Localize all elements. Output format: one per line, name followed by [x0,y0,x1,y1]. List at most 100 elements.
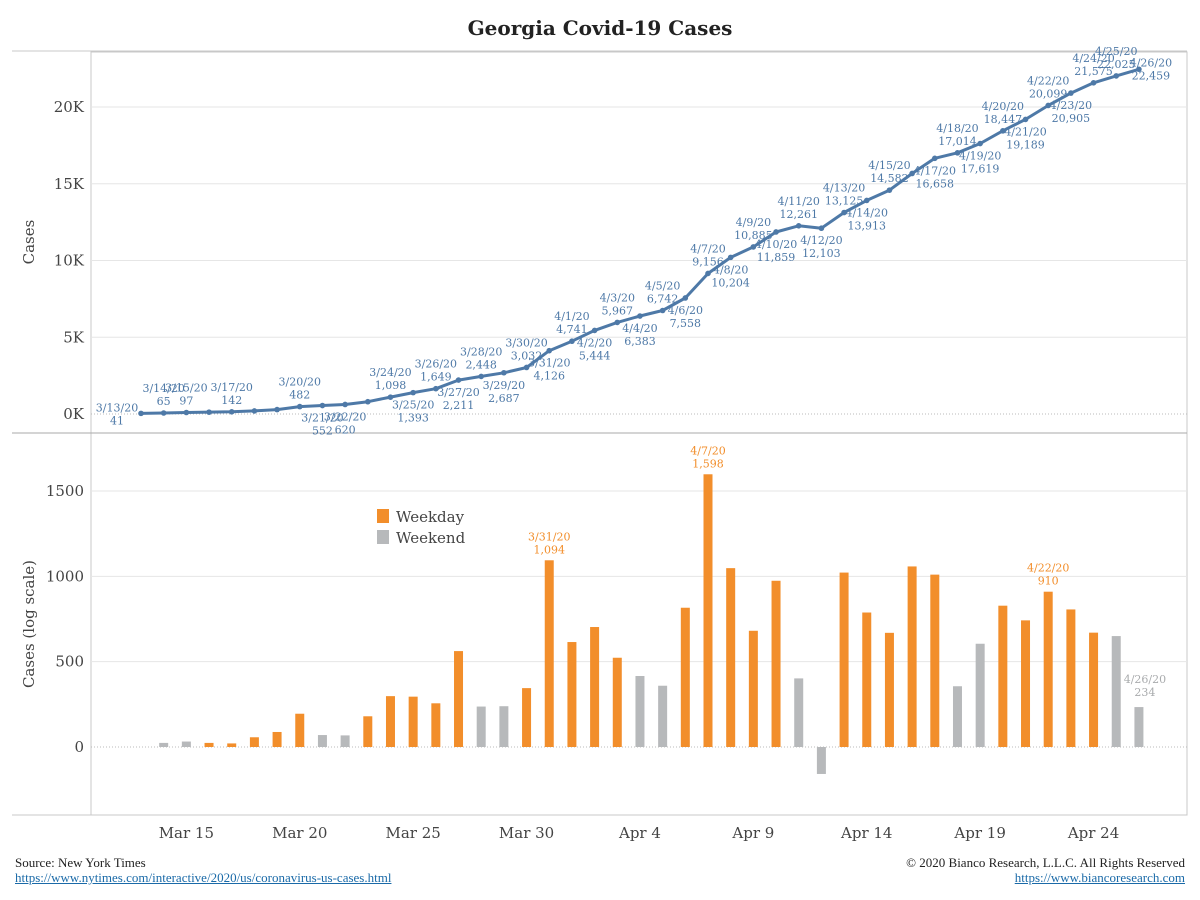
point-label-value: 11,859 [757,251,796,264]
point-label-date: 4/20/20 [982,100,1024,113]
bar-weekend [952,686,962,747]
bar-weekday [1066,609,1076,747]
point-label-date: 4/12/20 [800,234,842,247]
line-point [501,369,507,376]
bar-weekend [340,735,350,747]
bar-weekday [522,688,532,747]
bar-weekday [1089,632,1099,747]
bar-weekday [612,657,622,747]
line-point [659,307,666,314]
line-point [251,408,258,414]
line-point [818,225,825,232]
point-label-value: 4,741 [556,323,588,336]
line-point [319,402,326,409]
x-tick-label: Apr 24 [1067,824,1119,842]
point-label-date: 3/13/20 [96,401,138,414]
bottom-y-tick-label: 500 [55,653,84,671]
point-label-value: 2,687 [488,392,520,405]
x-tick-label: Apr 4 [618,824,661,842]
point-label-value: 65 [157,395,171,408]
bar-weekend [635,676,645,747]
point-label-date: 4/6/20 [668,304,703,317]
line-point [977,140,983,147]
point-label-value: 97 [179,395,193,408]
point-label-value: 1,649 [420,371,452,384]
point-label-date: 4/5/20 [645,280,680,293]
point-label-date: 3/26/20 [415,358,457,371]
point-label-date: 4/8/20 [713,263,748,276]
point-label-date: 4/17/20 [914,164,956,177]
bar-weekday [839,572,849,747]
bar-weekday [431,703,441,747]
point-label-value: 620 [335,423,356,436]
bar-annotation-value: 234 [1134,686,1155,699]
point-label-value: 16,658 [916,177,955,190]
bar-weekday [930,574,940,747]
line-point [206,409,212,415]
source-link[interactable]: https://www.nytimes.com/interactive/2020… [15,870,392,885]
bar-weekend [1111,636,1121,747]
line-point [546,347,553,354]
point-label-value: 13,125 [825,195,864,208]
bar-weekday [567,642,577,747]
point-label-value: 6,383 [624,335,656,348]
point-label-date: 4/18/20 [936,122,978,135]
point-label-value: 41 [110,414,124,427]
point-label-value: 10,204 [711,276,750,289]
bar-weekday [748,630,758,747]
bar-weekday [884,632,894,747]
bar-annotation-value: 910 [1038,575,1059,588]
bottom-y-tick-label: 0 [74,738,84,756]
bottom-y-axis-label: Cases (log scale) [20,560,38,688]
bar-weekday [227,743,237,747]
legend-swatch-weekend [377,530,389,544]
website-link[interactable]: https://www.biancoresearch.com [1014,870,1185,885]
line-point [410,389,416,396]
top-y-tick-label: 5K [63,328,85,346]
line-point [523,364,530,371]
point-label-date: 3/17/20 [211,381,253,394]
line-point [1136,66,1142,73]
line-point [342,401,348,408]
point-label-date: 4/19/20 [959,150,1001,163]
bar-weekend [1134,707,1144,747]
point-label-date: 3/15/20 [165,382,207,395]
bar-weekday [363,716,373,747]
point-label-date: 3/27/20 [437,386,479,399]
point-label-value: 5,967 [602,304,634,317]
line-point [841,209,847,216]
line-point [886,187,893,193]
point-label-date: 4/9/20 [736,216,771,229]
point-label-date: 3/29/20 [483,379,525,392]
point-label-value: 7,558 [670,317,702,330]
point-label-value: 21,575 [1074,65,1113,78]
line-point [591,327,598,334]
point-label-value: 18,447 [984,113,1023,126]
bar-annotation-value: 1,094 [533,543,565,556]
line-point [614,319,621,326]
line-point [1022,116,1029,123]
point-label-value: 552 [312,425,333,438]
line-point [909,170,915,177]
point-label-value: 3,032 [511,349,543,362]
bar-weekday [272,731,282,747]
point-label-value: 1,393 [397,412,429,425]
point-label-value: 2,211 [443,399,475,412]
bar-weekday [385,696,395,747]
point-label-date: 3/20/20 [279,376,321,389]
bar-weekend [317,735,327,747]
bar-weekday [1021,620,1031,747]
line-point [1000,128,1006,134]
bar-annotation-date: 4/7/20 [690,444,725,457]
point-label-value: 13,913 [848,219,887,232]
point-label-value: 4,126 [533,370,565,383]
x-tick-label: Apr 19 [953,824,1005,842]
point-label-date: 3/30/20 [505,336,547,349]
top-y-axis-label: Cases [20,220,38,265]
point-label-date: 4/2/20 [577,336,612,349]
point-label-date: 4/7/20 [690,242,725,255]
legend: Weekday Weekend [377,508,466,547]
bar-weekday [204,742,214,747]
x-tick-label: Mar 25 [385,824,440,842]
point-label-date: 4/11/20 [778,195,820,208]
